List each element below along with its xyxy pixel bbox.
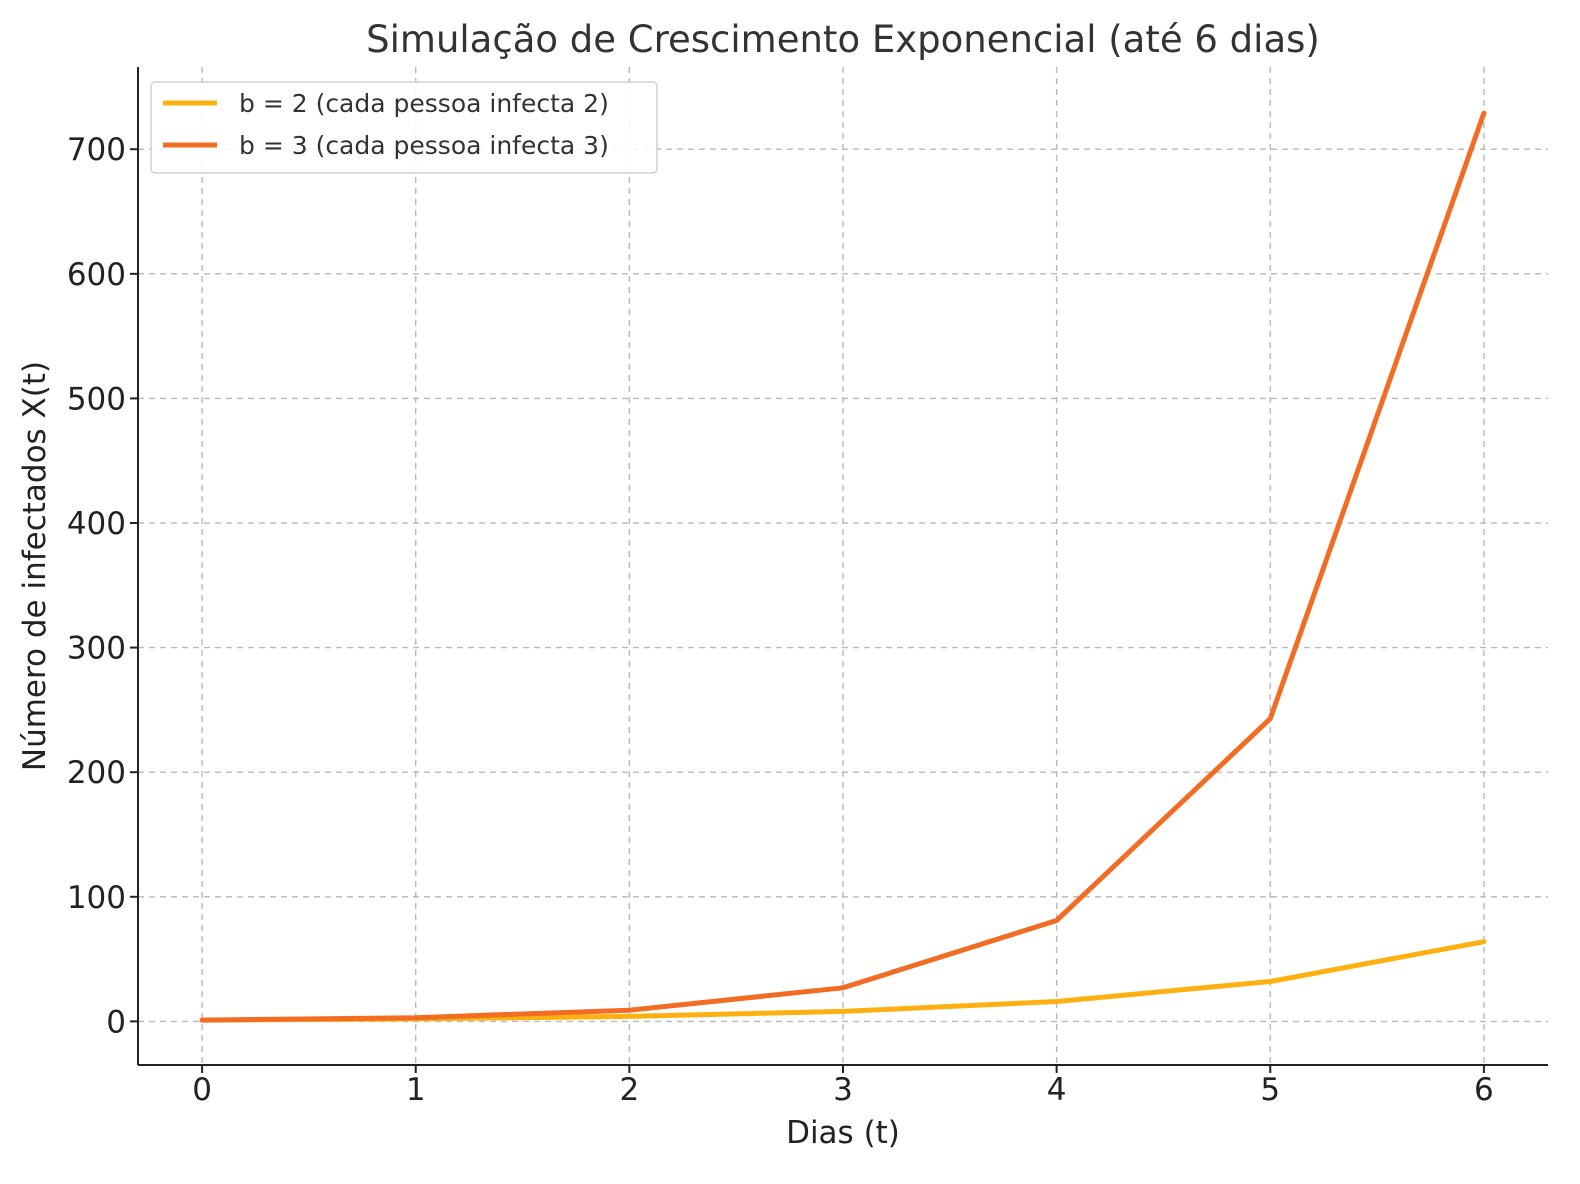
chart-title: Simulação de Crescimento Exponencial (at… [366, 18, 1320, 61]
y-tick-label: 700 [67, 132, 126, 168]
x-tick-label: 5 [1260, 1072, 1280, 1108]
x-tick-label: 3 [833, 1072, 853, 1108]
x-tick-label: 2 [619, 1072, 639, 1108]
y-tick-label: 100 [67, 880, 126, 916]
series-line-2 [199, 110, 1487, 1023]
y-tick-label: 300 [67, 631, 126, 667]
y-tick-label: 600 [67, 257, 126, 293]
y-axis-label: Número de infectados X(t) [17, 361, 53, 771]
axes-layer: 0 1 2 3 4 5 6 0 100 200 300 400 500 600 700 [67, 67, 1548, 1108]
x-tick-label: 1 [406, 1072, 426, 1108]
series-layer [199, 110, 1487, 1023]
x-tick-label: 0 [192, 1072, 212, 1108]
legend-label-1: b = 2 (cada pessoa infecta 2) [239, 89, 609, 118]
legend-frame [150, 81, 658, 174]
legend-label-2: b = 3 (cada pessoa infecta 3) [239, 131, 609, 160]
grid-layer [138, 67, 1548, 1065]
x-tick-label: 6 [1474, 1072, 1494, 1108]
y-tick-label: 500 [67, 381, 126, 417]
y-tick-label: 400 [67, 506, 126, 542]
x-axis-label: Dias (t) [786, 1115, 900, 1151]
legend: b = 2 (cada pessoa infecta 2) b = 3 (cada… [150, 81, 658, 174]
y-tick-label: 200 [67, 755, 126, 791]
y-tick-label: 0 [106, 1004, 126, 1040]
x-tick-label: 4 [1047, 1072, 1067, 1108]
